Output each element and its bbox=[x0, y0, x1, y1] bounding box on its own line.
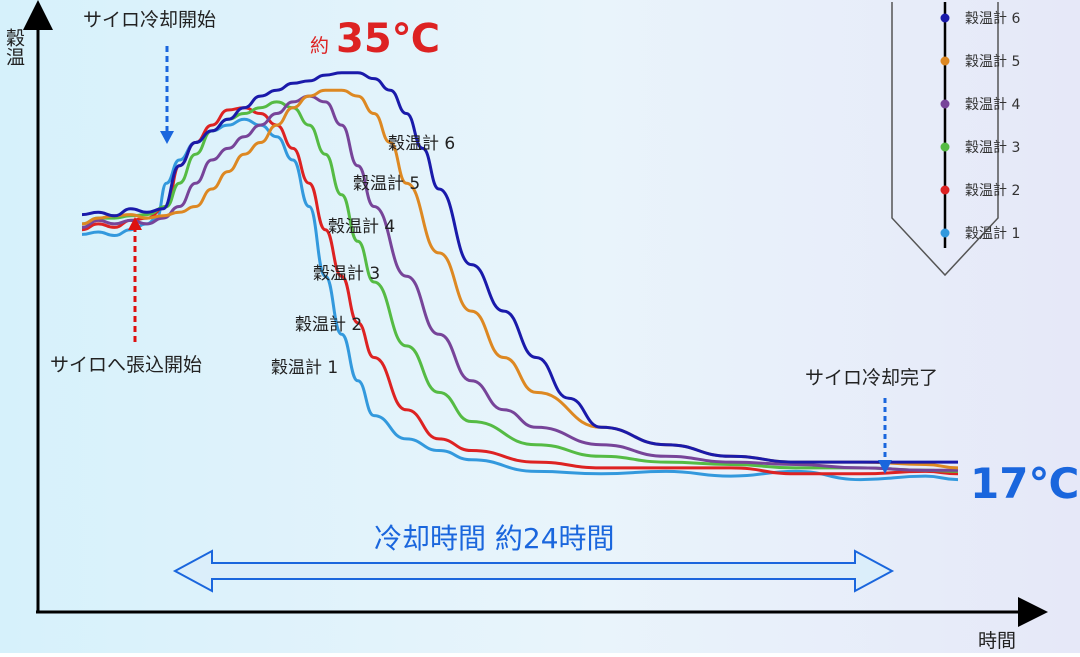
series-layer bbox=[81, 71, 959, 482]
series-label-5: 穀温計 5 bbox=[353, 174, 420, 194]
legend-label-1: 穀温計 1 bbox=[965, 226, 1020, 242]
series-line-6 bbox=[81, 71, 958, 464]
legend-silo-outline bbox=[891, 2, 999, 277]
legend-label-4: 穀温計 4 bbox=[965, 97, 1020, 113]
x-axis-label: 時間 bbox=[978, 630, 1016, 652]
series-label-2: 穀温計 2 bbox=[295, 315, 362, 335]
legend-label-3: 穀温計 3 bbox=[965, 140, 1020, 156]
legend-label-5: 穀温計 5 bbox=[965, 54, 1020, 70]
legend-label-6: 穀温計 6 bbox=[965, 11, 1020, 27]
legend-marker-3 bbox=[940, 142, 950, 152]
duration-double-arrow bbox=[172, 549, 895, 593]
annotation-duration: 冷却時間 約24時間 bbox=[374, 522, 615, 555]
series-line-1 bbox=[81, 117, 959, 482]
cooling-start-arrowhead bbox=[160, 131, 174, 144]
loading-start-arrowhead bbox=[128, 217, 142, 230]
series-label-4: 穀温計 4 bbox=[328, 217, 395, 237]
annotation-cooling-start: サイロ冷却開始 bbox=[83, 9, 216, 31]
legend-marker-5 bbox=[940, 56, 950, 66]
cooling-end-arrowhead bbox=[878, 460, 892, 474]
legend-items: 穀温計 6 穀温計 5 穀温計 4 穀温計 3 穀温計 2 穀温計 1 bbox=[940, 11, 1020, 242]
series-label-6: 穀温計 6 bbox=[388, 134, 455, 154]
legend-marker-1 bbox=[940, 228, 950, 238]
legend-label-2: 穀温計 2 bbox=[965, 183, 1020, 199]
series-label-1: 穀温計 1 bbox=[271, 358, 338, 378]
legend-marker-2 bbox=[940, 185, 950, 195]
series-labels: 穀温計 6 穀温計 5 穀温計 4 穀温計 3 穀温計 2 穀温計 1 bbox=[271, 134, 455, 378]
legend: 穀温計 6 穀温計 5 穀温計 4 穀温計 3 穀温計 2 穀温計 1 bbox=[891, 2, 1020, 277]
legend-marker-4 bbox=[940, 99, 950, 109]
annotation-loading-start: サイロへ張込開始 bbox=[50, 354, 202, 376]
y-axis-label: 穀温 bbox=[3, 28, 25, 66]
annotation-cooling-end: サイロ冷却完了 bbox=[805, 367, 938, 389]
series-line-4 bbox=[81, 94, 958, 472]
legend-marker-6 bbox=[940, 13, 950, 23]
annotation-peak-prefix: 約 bbox=[310, 35, 329, 57]
annotation-final-value: 17℃ bbox=[970, 459, 1079, 508]
annotation-peak-value: 35℃ bbox=[336, 16, 440, 62]
series-line-3 bbox=[81, 100, 959, 473]
series-label-3: 穀温計 3 bbox=[313, 264, 380, 284]
series-line-5 bbox=[81, 88, 959, 470]
